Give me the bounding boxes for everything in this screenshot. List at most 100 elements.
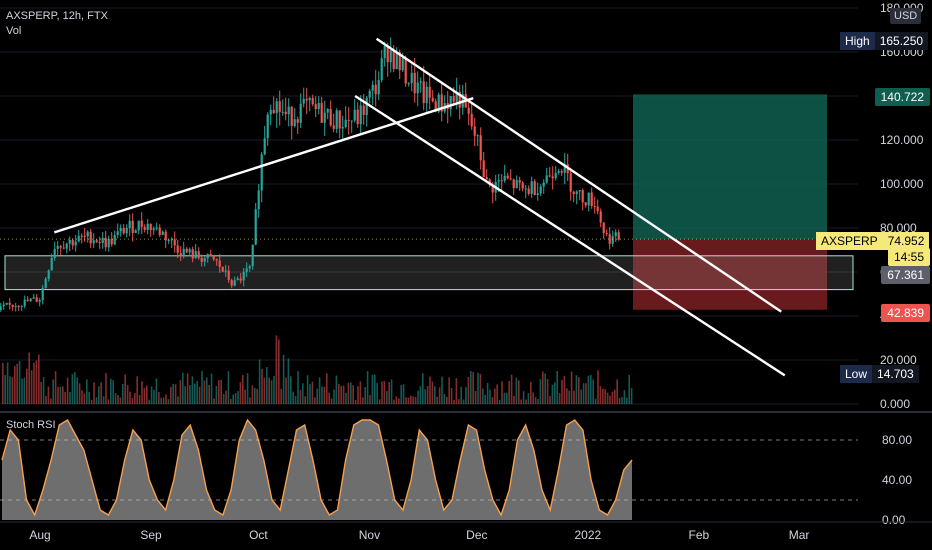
candle-body xyxy=(230,280,233,286)
volume-bar xyxy=(215,385,218,404)
volume-bar xyxy=(592,379,594,404)
candle-body xyxy=(281,111,284,113)
volume-bar xyxy=(364,387,366,404)
volume-bar xyxy=(520,399,522,404)
volume-bar xyxy=(266,367,268,404)
volume-bar xyxy=(419,386,422,404)
candle-body xyxy=(416,82,419,94)
candle-body xyxy=(242,271,245,281)
candle-body xyxy=(506,175,509,179)
volume-bar xyxy=(230,398,232,404)
volume-bar xyxy=(338,383,340,404)
high-marker: High 165.250 xyxy=(840,32,929,50)
candle-body xyxy=(302,98,305,104)
candle-body xyxy=(590,192,593,207)
candle-body xyxy=(128,220,131,228)
volume-bar xyxy=(575,375,578,404)
candle-body xyxy=(491,184,494,193)
volume-bar xyxy=(28,352,30,404)
candle-body xyxy=(386,45,389,63)
candle-body xyxy=(395,52,398,70)
volume-bar xyxy=(186,373,189,404)
volume-bar xyxy=(446,396,448,404)
volume-bar xyxy=(587,375,590,404)
volume-bar xyxy=(290,376,292,404)
candle-body xyxy=(284,111,287,115)
volume-bar xyxy=(621,397,623,404)
candle-body xyxy=(71,239,74,246)
volume-bar xyxy=(515,377,518,404)
candle-body xyxy=(371,84,374,91)
volume-bar xyxy=(179,380,182,404)
volume-bar xyxy=(542,371,544,404)
volume-bar xyxy=(35,360,38,404)
candle-body xyxy=(587,192,590,206)
volume-bar xyxy=(354,399,357,404)
candle-body xyxy=(161,231,164,235)
volume-bar xyxy=(6,362,9,404)
candle-body xyxy=(323,112,326,123)
volume-bar xyxy=(489,389,491,404)
volume-bar xyxy=(453,399,455,404)
volume-bar xyxy=(628,374,630,404)
volume-bar xyxy=(280,388,282,404)
volume-bar xyxy=(208,384,210,404)
candle-body xyxy=(68,239,71,244)
volume-bar xyxy=(443,393,446,404)
time-tick-label: 2022 xyxy=(574,528,601,542)
candle-body xyxy=(212,256,215,260)
time-tick-label: Nov xyxy=(359,528,380,542)
candle-body xyxy=(254,209,257,245)
volume-bar xyxy=(83,393,86,404)
volume-bar xyxy=(426,386,429,404)
volume-bar xyxy=(11,377,14,404)
rsi-tick-label: 80.00 xyxy=(882,433,912,447)
volume-bar xyxy=(580,389,582,404)
candle-body xyxy=(65,243,68,249)
candle-body xyxy=(347,119,350,121)
candle-body xyxy=(53,248,56,258)
volume-bar xyxy=(568,390,570,404)
candle-body xyxy=(440,94,443,112)
volume-bar xyxy=(609,395,611,404)
volume-bar xyxy=(450,388,453,404)
candle-body xyxy=(74,241,77,246)
candle-body xyxy=(14,306,17,308)
volume-bar xyxy=(630,387,633,404)
support-zone xyxy=(4,255,854,291)
volume-bar xyxy=(333,389,335,404)
candle-body xyxy=(365,97,368,115)
volume-bar xyxy=(479,373,482,404)
volume-bar xyxy=(321,386,323,404)
candle-body xyxy=(35,297,38,302)
volume-bar xyxy=(501,381,503,404)
candle-body xyxy=(584,202,587,206)
candle-body xyxy=(218,260,221,267)
volume-bar xyxy=(100,382,102,404)
candle-body xyxy=(47,270,50,279)
candle-body xyxy=(269,109,272,115)
time-tick-label: Oct xyxy=(249,528,268,542)
volume-bar xyxy=(424,389,426,404)
volume-bar xyxy=(573,390,575,404)
volume-bar xyxy=(328,392,330,404)
volume-bar xyxy=(590,374,592,404)
last-price-marker: AXSPERP 74.952 xyxy=(816,232,930,250)
time-tick-label: Feb xyxy=(688,528,709,542)
volume-bar xyxy=(81,390,83,404)
volume-bar xyxy=(506,392,508,404)
volume-bar xyxy=(213,398,215,404)
volume-bar xyxy=(167,399,170,404)
volume-bar xyxy=(129,391,131,404)
target-price-label: 140.722 xyxy=(874,88,930,106)
candle-body xyxy=(404,57,407,84)
candle-body xyxy=(479,135,482,161)
volume-bar xyxy=(45,395,47,404)
candle-body xyxy=(41,287,44,301)
candle-body xyxy=(485,177,488,180)
volume-bar xyxy=(472,372,474,404)
candle-body xyxy=(536,193,539,196)
currency-button[interactable]: USD xyxy=(890,8,922,24)
candle-body xyxy=(59,245,62,248)
